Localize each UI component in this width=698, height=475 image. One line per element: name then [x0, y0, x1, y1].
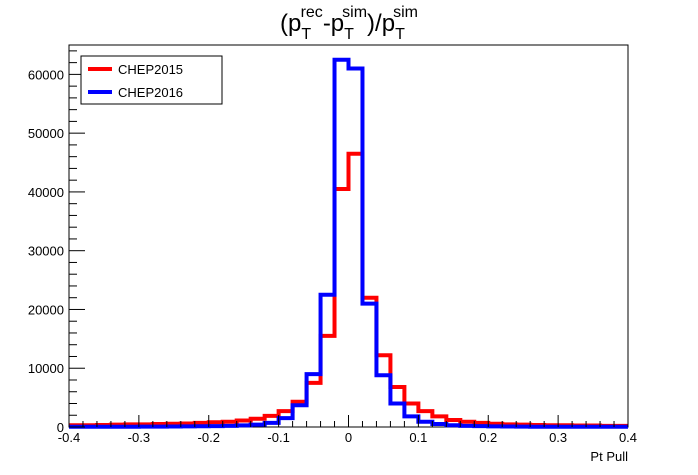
chart-title: (pTrec-pTsim)/pTsim	[280, 4, 418, 43]
bin-chep2016-19	[335, 60, 349, 427]
y-tick-label: 0	[57, 420, 64, 435]
legend-label-chep2015: CHEP2015	[118, 62, 183, 77]
x-tick-label: -0.2	[198, 430, 220, 445]
y-tick-label: 10000	[28, 361, 64, 376]
x-axis-title: Pt Pull	[590, 449, 628, 464]
x-tick-label: -0.1	[267, 430, 289, 445]
bin-chep2016-22	[376, 375, 390, 427]
x-tick-label: 0.1	[409, 430, 427, 445]
y-tick-label: 30000	[28, 244, 64, 259]
y-tick-label: 60000	[28, 67, 64, 82]
axis-layer: -0.4 -0.3 -0.2 -0.1 0 0.1 0.2 0.3 0.4 0 10000 20000…	[28, 50, 637, 445]
y-tick-label: 50000	[28, 126, 64, 141]
x-tick-label: -0.3	[128, 430, 150, 445]
bin-chep2016-20	[349, 69, 363, 427]
series-layer	[69, 57, 628, 429]
series-chep2016	[69, 57, 628, 429]
bin-chep2016-21	[362, 304, 376, 427]
legend-box	[80, 55, 223, 105]
y-tick-label: 40000	[28, 185, 64, 200]
y-tick-label: 20000	[28, 302, 64, 317]
x-tick-label: 0.3	[549, 430, 567, 445]
bin-chep2016-17	[307, 374, 321, 427]
legend-label-chep2016: CHEP2016	[118, 85, 183, 100]
x-tick-label: 0	[345, 430, 352, 445]
bin-chep2016-23	[390, 403, 404, 427]
x-tick-label: -0.4	[58, 430, 80, 445]
x-tick-label: 0.4	[619, 430, 637, 445]
bin-chep2016-16	[293, 405, 307, 427]
bin-chep2016-18	[321, 295, 335, 427]
x-tick-label: 0.2	[479, 430, 497, 445]
legend: CHEP2015 CHEP2016	[80, 55, 223, 105]
